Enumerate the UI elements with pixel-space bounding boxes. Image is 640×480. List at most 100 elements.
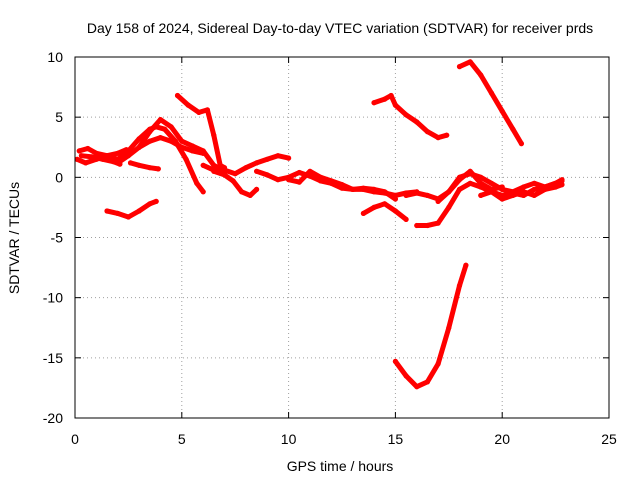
data-point	[189, 148, 196, 154]
data-point	[286, 177, 292, 183]
data-point	[125, 214, 131, 220]
data-point	[136, 144, 142, 150]
data-point	[296, 169, 302, 176]
data-point	[232, 171, 238, 177]
data-point	[136, 162, 142, 168]
y-axis-label: SDTVAR / TECUs	[6, 182, 22, 294]
data-point	[553, 184, 559, 190]
data-point	[446, 189, 452, 195]
data-point	[392, 102, 398, 108]
data-point	[456, 186, 463, 192]
data-point	[403, 373, 409, 379]
y-tick-label: -20	[43, 410, 63, 426]
x-axis-label: GPS time / hours	[287, 458, 394, 474]
data-point	[371, 204, 377, 210]
x-tick-label: 15	[388, 431, 404, 447]
data-point	[211, 132, 217, 138]
data-point	[542, 186, 548, 192]
y-tick-label: 10	[47, 49, 63, 65]
data-point	[221, 167, 228, 173]
data-point	[360, 185, 366, 191]
data-point	[382, 96, 388, 102]
data-point	[296, 179, 302, 185]
data-point	[478, 192, 484, 198]
data-point	[78, 153, 84, 159]
data-point	[531, 192, 537, 198]
data-point	[435, 361, 441, 367]
data-point	[200, 189, 206, 195]
data-point	[388, 92, 394, 99]
data-point	[153, 124, 159, 130]
data-point	[204, 107, 210, 113]
data-point	[478, 174, 484, 180]
data-point	[247, 192, 253, 198]
chart-title: Day 158 of 2024, Sidereal Day-to-day VTE…	[87, 20, 593, 36]
data-point	[499, 186, 505, 192]
data-point	[444, 132, 450, 138]
data-point	[510, 192, 516, 198]
data-point	[414, 384, 420, 390]
data-point	[435, 220, 441, 226]
y-tick-label: -5	[51, 230, 64, 246]
series-line-arc-f	[128, 160, 161, 172]
data-point	[153, 198, 159, 204]
data-point	[83, 160, 89, 166]
data-point	[110, 159, 116, 165]
data-point	[360, 210, 366, 216]
data-point	[350, 186, 356, 192]
data-point	[74, 156, 80, 162]
data-point	[499, 196, 505, 202]
data-point	[488, 189, 495, 195]
data-point	[147, 129, 153, 135]
data-point	[424, 379, 430, 385]
data-point	[463, 262, 469, 268]
data-point	[382, 189, 388, 195]
data-point	[531, 186, 537, 192]
data-point	[446, 325, 452, 331]
data-point	[189, 143, 196, 149]
data-point	[264, 172, 270, 178]
data-point	[136, 136, 142, 142]
data-point	[467, 59, 473, 65]
data-point	[76, 148, 82, 154]
data-point	[318, 174, 324, 180]
data-point	[162, 126, 168, 132]
data-point	[136, 208, 142, 214]
y-tick-label: 0	[55, 169, 63, 185]
tick-labels: 0 5 10 15 20 25 -20 -15 -10 -5 0 5 10	[43, 49, 617, 447]
data-point	[200, 162, 206, 168]
data-point	[211, 168, 217, 174]
data-point	[510, 126, 516, 132]
data-point	[254, 160, 260, 166]
data-point	[275, 177, 281, 183]
data-point	[392, 358, 398, 364]
data-point	[157, 117, 163, 123]
data-point	[559, 182, 565, 188]
data-point	[115, 150, 121, 156]
data-point	[275, 153, 281, 159]
data-point	[185, 102, 191, 108]
data-point	[446, 204, 452, 210]
data-point	[85, 145, 91, 152]
data-point	[371, 186, 377, 192]
data-point	[456, 64, 463, 70]
data-point	[559, 178, 565, 184]
data-point	[194, 180, 200, 186]
data-point	[125, 153, 131, 159]
data-point	[196, 109, 202, 115]
data-point	[93, 150, 99, 156]
data-point	[264, 156, 270, 162]
data-point	[521, 189, 527, 195]
data-point	[392, 196, 398, 202]
x-tick-label: 25	[601, 431, 617, 447]
data-point	[230, 178, 236, 184]
y-tick-label: -10	[43, 290, 63, 306]
data-point	[147, 201, 153, 207]
data-point	[200, 148, 206, 154]
data-point	[456, 174, 463, 180]
data-point	[217, 162, 223, 168]
data-point	[123, 147, 129, 153]
data-point	[403, 216, 409, 222]
data-point	[307, 168, 313, 174]
data-point	[179, 138, 185, 144]
